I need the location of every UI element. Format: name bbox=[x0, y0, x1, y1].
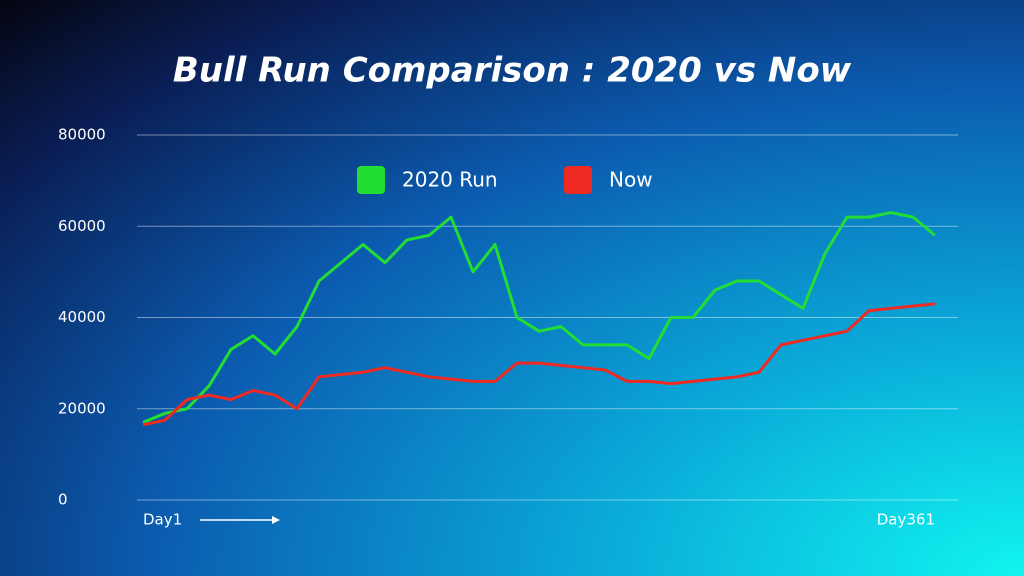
x-tick-label: Day361 bbox=[877, 511, 935, 529]
arrow-head bbox=[272, 516, 280, 524]
y-tick-label: 60000 bbox=[58, 217, 106, 235]
chart-title: Bull Run Comparison : 2020 vs Now bbox=[173, 51, 852, 91]
y-tick-label: 0 bbox=[58, 491, 68, 509]
line-series bbox=[142, 302, 936, 427]
line-series bbox=[142, 211, 936, 424]
y-tick-label: 80000 bbox=[58, 126, 106, 144]
x-tick-label: Day1 bbox=[143, 511, 182, 529]
legend-swatch bbox=[357, 166, 385, 194]
legend-label: 2020 Run bbox=[402, 168, 498, 192]
y-tick-label: 40000 bbox=[58, 308, 106, 326]
legend-label: Now bbox=[609, 168, 653, 192]
legend-swatch bbox=[564, 166, 592, 194]
y-tick-label: 20000 bbox=[58, 399, 106, 417]
